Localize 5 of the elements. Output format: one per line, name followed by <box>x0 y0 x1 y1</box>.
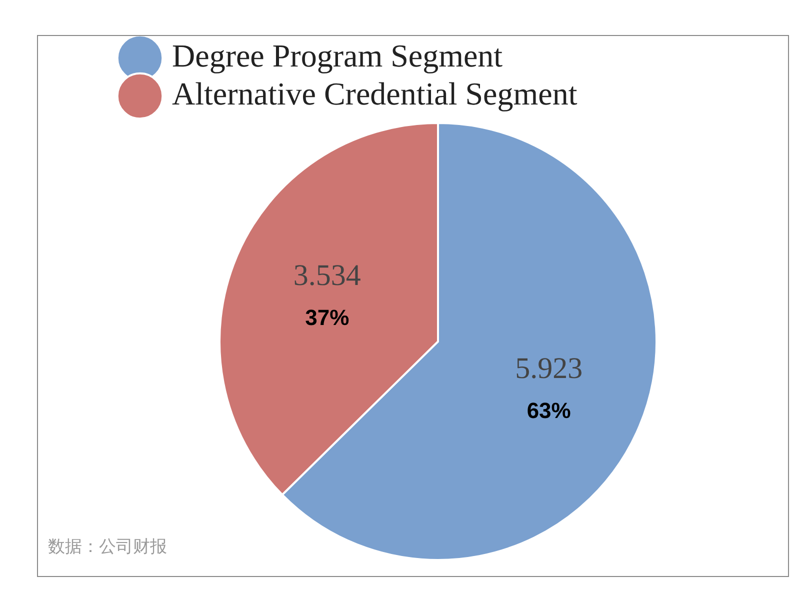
legend-label: Alternative Credential Segment <box>172 75 578 112</box>
data-label: 3.534 37% <box>293 258 361 330</box>
legend-label: Degree Program Segment <box>172 37 503 74</box>
text: 数据：公司财报 <box>48 536 167 558</box>
data-label: 5.923 63% <box>515 352 583 424</box>
